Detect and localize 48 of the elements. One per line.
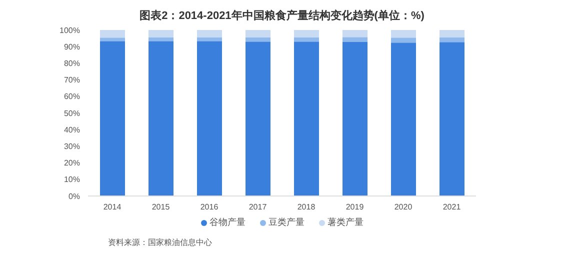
bar <box>342 30 368 38</box>
bar <box>100 41 125 196</box>
x-tick-label: 2016 <box>200 202 219 212</box>
y-tick-label: 20% <box>64 158 80 168</box>
bar <box>197 30 222 38</box>
y-tick-label: 10% <box>64 175 80 184</box>
bar <box>391 30 416 38</box>
bar <box>391 38 416 43</box>
x-tick-label: 2020 <box>394 202 413 212</box>
bar <box>246 30 270 38</box>
bar <box>100 30 125 38</box>
bar <box>197 37 222 42</box>
x-tick-label: 2018 <box>297 202 316 212</box>
y-tick-label: 50% <box>64 108 80 118</box>
bar <box>342 42 368 196</box>
bar <box>246 37 270 42</box>
y-tick-label: 40% <box>64 125 80 134</box>
y-tick-label: 30% <box>64 142 80 152</box>
bar <box>294 42 319 196</box>
legend-label: 豆类产量 <box>268 216 304 229</box>
bar <box>440 42 464 196</box>
x-tick-label: 2014 <box>103 202 122 212</box>
bar <box>246 42 270 196</box>
x-tick-label: 2021 <box>442 202 462 212</box>
y-tick-label: 100% <box>60 26 80 35</box>
bar <box>440 37 464 42</box>
y-tick-label: 80% <box>64 59 80 68</box>
x-tick-label: 2017 <box>248 202 268 212</box>
bar <box>148 41 174 196</box>
bar <box>342 37 368 42</box>
y-tick-label: 60% <box>64 92 80 102</box>
bar <box>197 41 222 196</box>
x-tick-label: 2019 <box>346 202 364 212</box>
y-tick-label: 70% <box>64 76 80 85</box>
y-tick-label: 90% <box>64 42 80 52</box>
bar <box>100 38 125 42</box>
bar <box>148 30 174 38</box>
y-tick-label: 0% <box>68 192 80 201</box>
bar <box>294 30 319 38</box>
legend-label: 谷物产量 <box>210 216 246 229</box>
bar <box>440 30 464 38</box>
bar <box>294 37 319 42</box>
bar <box>148 37 174 42</box>
legend-label: 薯类产量 <box>328 216 364 229</box>
chart-title: 图表2：2014-2021年中国粮食产量结构变化趋势(单位：%) <box>138 8 426 24</box>
x-tick-label: 2015 <box>152 202 170 212</box>
text: 资料来源：国家粮油信息中心 <box>108 237 212 248</box>
bar <box>391 42 416 196</box>
